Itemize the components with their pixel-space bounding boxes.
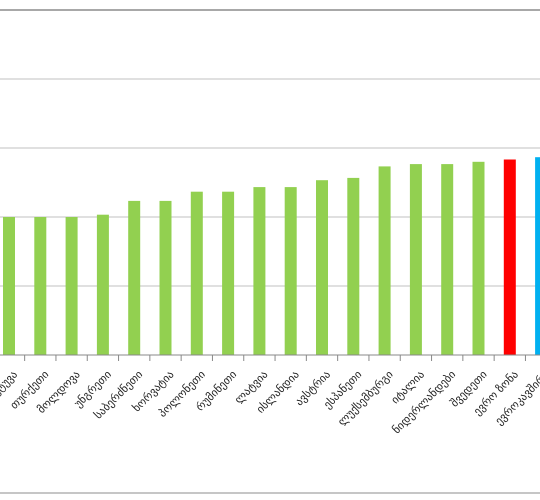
bar (284, 187, 297, 355)
bar (128, 200, 141, 355)
bar (190, 191, 203, 355)
bar (3, 217, 15, 355)
bar (347, 177, 360, 355)
bar (378, 166, 391, 355)
bar (65, 217, 78, 355)
bar (159, 200, 172, 355)
bar (96, 214, 109, 355)
bar (409, 164, 422, 355)
bars (3, 157, 540, 355)
bar (503, 159, 516, 355)
bar (222, 191, 235, 355)
category-labels: ლიეტუვათურქეთიმოლდოვაუნგრეთისაბერძნეთიხო… (0, 368, 540, 437)
x-tick-label: ლუქსემბურგი (335, 368, 396, 429)
axes (0, 354, 540, 361)
bar (472, 161, 485, 355)
bar (316, 180, 328, 355)
bar (535, 157, 540, 355)
bar (253, 187, 266, 355)
bar (441, 164, 454, 355)
bar (34, 217, 47, 355)
gridlines (0, 78, 540, 287)
